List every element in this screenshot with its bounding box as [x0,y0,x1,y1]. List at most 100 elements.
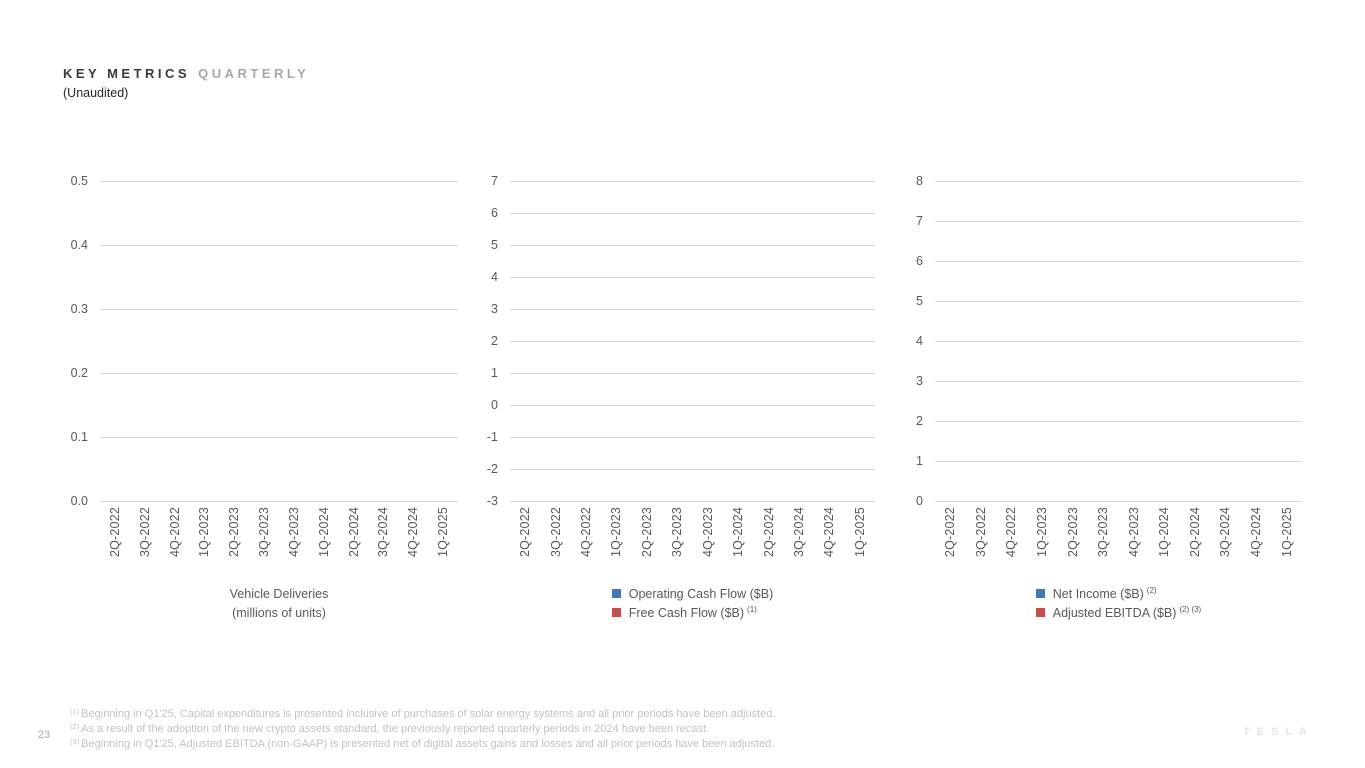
gridline [935,381,1302,382]
x-tick-cell: 4Q-2023 [1118,507,1149,577]
footnote-2: (2) As a result of the adoption of the ne… [70,722,775,737]
legend-swatch-icon [1035,608,1045,617]
x-tick-label: 4Q-2023 [700,507,715,558]
footnote-1-superscript: (1) [70,707,80,716]
y-tick-label: 1 [916,453,923,468]
gridline [935,501,1302,502]
x-tick-cell: 4Q-2024 [814,507,844,577]
gridline [510,245,875,246]
x-tick-label: 2Q-2024 [1187,507,1202,558]
legend-swatch-icon [1035,589,1045,598]
page-title: KEY METRICS QUARTERLY [63,66,309,81]
x-tick-label: 3Q-2022 [137,507,152,558]
legend-inner: Vehicle Deliveries (millions of units) [230,585,329,623]
gridline [510,501,875,502]
y-tick-label: -1 [486,429,498,444]
y-tick-label: 0 [916,493,923,508]
gridline [510,341,875,342]
x-tick-label: 2Q-2023 [639,507,654,558]
x-tick-cell: 2Q-2024 [753,507,783,577]
gridline [510,405,875,406]
x-tick-label: 1Q-2025 [436,507,451,558]
y-tick-label: 4 [916,333,923,348]
footnote-1-text: Beginning in Q1'25, Capital expenditures… [81,708,776,720]
x-tick-label: 1Q-2023 [609,507,624,558]
y-tick-label: 0.4 [70,237,88,252]
page-number: 23 [38,729,51,741]
x-tick-label: 3Q-2023 [257,507,272,558]
x-tick-cell: 2Q-2023 [1057,507,1088,577]
y-tick-label: 3 [491,301,498,316]
x-tick-cell: 1Q-2025 [428,507,458,577]
x-tick-cell: 4Q-2024 [398,507,428,577]
gridline [100,181,458,182]
gridline [100,309,458,310]
y-tick-label: 5 [916,293,923,308]
x-tick-label: 4Q-2024 [1249,507,1264,558]
axis-title-line: Vehicle Deliveries [229,587,329,601]
y-tick-label: 2 [916,413,923,428]
legend-item: Operating Cash Flow ($B) [611,585,773,604]
y-tick-label: 0.3 [70,301,88,316]
y-tick-label: 8 [916,173,923,188]
footnote-2-superscript: (2) [70,722,80,731]
x-tick-cell: 1Q-2024 [723,507,753,577]
x-tick-cell: 2Q-2024 [339,507,369,577]
footnote-2-text: As a result of the adoption of the new c… [81,723,710,735]
x-tick-cell: 4Q-2022 [996,507,1027,577]
chart-legend-vehicle-deliveries: Vehicle Deliveries (millions of units) [100,585,458,623]
x-tick-label: 2Q-2024 [346,507,361,558]
gridline [100,437,458,438]
x-tick-cell: 2Q-2023 [219,507,249,577]
x-tick-label: 2Q-2023 [1065,507,1080,558]
gridline [510,469,875,470]
gridline [935,261,1302,262]
gridline [935,181,1302,182]
x-tick-label: 1Q-2024 [731,507,746,558]
y-tick-label: 0.0 [70,493,88,508]
x-tick-label: 2Q-2023 [227,507,242,558]
legend-label: Free Cash Flow ($B) [628,606,745,620]
x-tick-label: 3Q-2024 [792,507,806,558]
legend-label: Adjusted EBITDA ($B) [1052,606,1177,620]
x-tick-cell: 3Q-2023 [1088,507,1119,577]
subtitle-unaudited: (Unaudited) [63,86,129,100]
x-tick-label: 3Q-2022 [548,507,563,558]
legend-item: Net Income ($B) (2) [1035,585,1201,604]
x-tick-cell: 4Q-2022 [160,507,190,577]
legend-swatch-icon [611,608,621,617]
x-tick-cell: 3Q-2022 [540,507,570,577]
x-tick-cell: 1Q-2023 [189,507,219,577]
x-tick-label: 1Q-2025 [1279,507,1294,558]
y-tick-label: 7 [491,173,498,188]
x-axis-labels: 2Q-2022 3Q-2022 4Q-2022 1Q-2023 2Q-2023 3Q-20… [935,501,1302,577]
y-tick-label: 0.1 [70,429,88,444]
x-tick-cell: 2Q-2022 [510,507,540,577]
legend-item: Free Cash Flow ($B) (1) [611,604,774,623]
chart-legend-net-income-ebitda: Net Income ($B) (2) Adjusted EBITDA ($B) (2… [935,585,1302,623]
gridline [510,277,875,278]
x-tick-label: 4Q-2023 [286,507,301,558]
page-title-primary: KEY METRICS [63,66,191,81]
legend-label-superscript: (1) [747,605,757,614]
y-tick-label: 6 [916,253,923,268]
x-tick-cell: 3Q-2024 [368,507,398,577]
legend-label: Net Income ($B) [1052,587,1144,601]
gridline [935,461,1302,462]
y-tick-label: 0.5 [70,173,88,188]
legend-label-superscript: (2) [1146,586,1157,595]
x-tick-cell: 1Q-2024 [1149,507,1180,577]
legend-inner: Net Income ($B) (2) Adjusted EBITDA ($B) (2… [1035,585,1202,623]
legend-inner: Operating Cash Flow ($B) Free Cash Flow (… [611,585,774,623]
x-tick-label: 1Q-2024 [1157,507,1172,558]
x-tick-cell: 3Q-2023 [249,507,279,577]
footnote-3-text: Beginning in Q1'25, Adjusted EBITDA (non… [81,738,775,750]
x-tick-cell: 1Q-2025 [1271,507,1302,577]
y-tick-label: 7 [916,213,923,228]
x-tick-cell: 3Q-2024 [784,507,814,577]
x-tick-cell: 2Q-2023 [632,507,662,577]
x-tick-cell: 2Q-2024 [1180,507,1211,577]
legend-label-superscript: (2) (3) [1179,605,1202,614]
x-tick-label: 4Q-2023 [1126,507,1141,558]
